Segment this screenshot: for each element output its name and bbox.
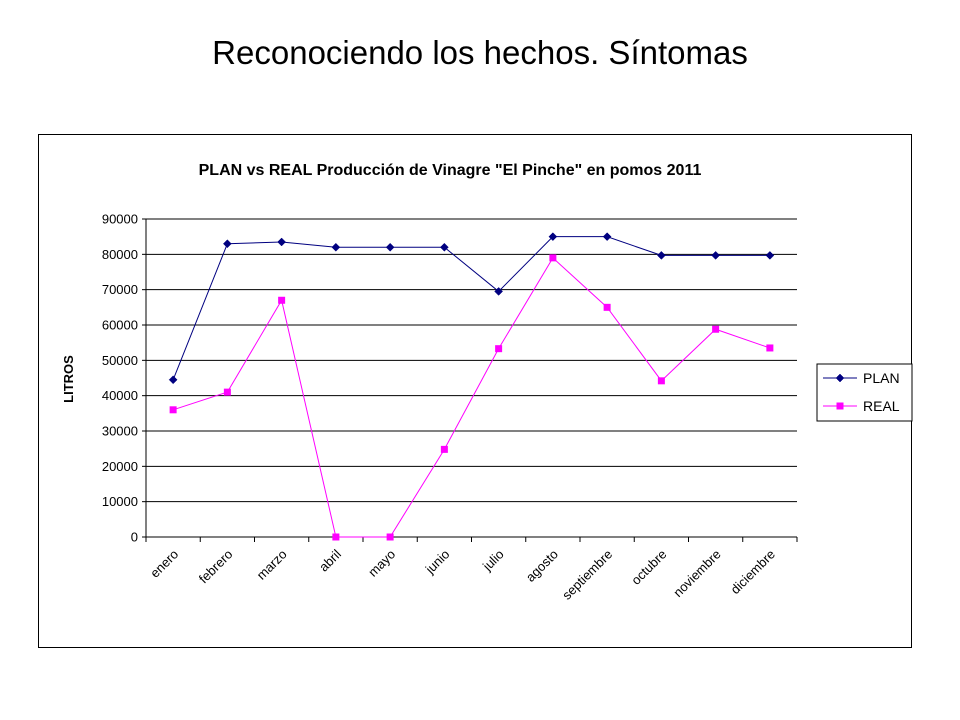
y-tick-label: 20000 (102, 459, 138, 474)
plan-data-point (494, 287, 503, 296)
y-tick-label: 90000 (102, 212, 138, 227)
x-tick-label: junio (422, 547, 453, 578)
chart-frame: PLAN vs REAL Producción de Vinagre "El P… (38, 134, 913, 648)
x-tick-label: noviembre (670, 547, 724, 601)
plan-data-point (385, 242, 395, 252)
real-series-line (172, 257, 771, 538)
plan-data-point (548, 232, 558, 242)
legend-box (816, 363, 913, 422)
slide-title: Reconociendo los hechos. Síntomas (212, 34, 748, 71)
y-tick-label: 30000 (102, 424, 138, 439)
x-tick-label: enero (147, 547, 181, 581)
real-data-point (386, 533, 394, 541)
y-tick-label: 40000 (102, 388, 138, 403)
x-tick-label: marzo (254, 547, 290, 583)
plan-data-point (602, 232, 612, 242)
y-tick-label: 60000 (102, 318, 138, 333)
x-tick-label: abril (316, 546, 344, 574)
gridlines (146, 218, 797, 503)
plan-data-point (223, 239, 232, 249)
y-tick-label: 10000 (102, 494, 138, 509)
x-tick-label: octubre (628, 547, 669, 588)
legend-real-label: REAL (863, 398, 900, 414)
chart-title: PLAN vs REAL Producción de Vinagre "El P… (199, 162, 702, 179)
real-data-point (766, 344, 774, 352)
y-tick-label: 0 (131, 530, 138, 545)
line-chart: PLAN vs REAL Producción de Vinagre "El P… (61, 162, 913, 603)
real-data-point (332, 533, 340, 541)
real-data-point (440, 445, 448, 453)
plan-data-point (711, 251, 720, 260)
legend-real-marker (836, 402, 844, 410)
series-layer (168, 232, 775, 541)
legend-plan-label: PLAN (863, 370, 900, 386)
plan-series-line (172, 236, 770, 380)
x-tick-label: diciembre (728, 547, 778, 597)
plan-data-point (331, 242, 341, 252)
x-tick-label: mayo (365, 547, 398, 580)
plan-data-point (440, 242, 449, 252)
y-tick-label: 80000 (102, 247, 138, 262)
y-axis-title: LITROS (61, 355, 76, 403)
plan-data-point (168, 375, 178, 385)
real-data-point (603, 303, 611, 311)
legend: PLAN REAL (816, 363, 913, 422)
real-data-point (495, 345, 503, 353)
y-tick-label: 50000 (102, 353, 138, 368)
plan-data-point (765, 251, 775, 260)
real-data-point (657, 377, 665, 385)
x-tick-label: septiembre (559, 547, 615, 603)
plan-data-point (657, 251, 666, 260)
x-tick-label: febrero (196, 547, 236, 587)
real-data-point (712, 325, 720, 333)
plan-data-point (277, 237, 286, 247)
real-data-point (278, 296, 286, 304)
x-tick-label: julio (479, 547, 507, 575)
y-tick-label: 70000 (102, 282, 138, 297)
real-data-point (169, 406, 177, 414)
legend-plan-marker (835, 373, 845, 383)
real-data-point (549, 254, 557, 262)
real-data-point (223, 388, 231, 396)
x-tick-label: agosto (523, 547, 561, 585)
axes: 0 10000 20000 30000 40000 50000 60000 70000 8000… (102, 212, 798, 603)
